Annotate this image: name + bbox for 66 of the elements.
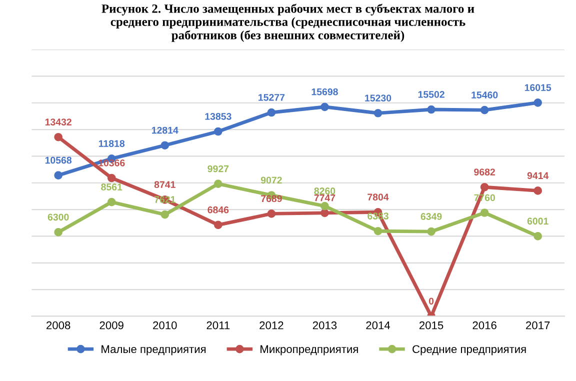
point — [107, 174, 116, 182]
data-label: 15460 — [472, 92, 498, 98]
chart-title: Рисунок 2. Число замещенных рабочих мест в субъектах малого и среднего предпринимательства (среднесписочная численность работников (без внешних совместителей) — [102, 4, 474, 42]
data-label: 0 — [428, 298, 434, 305]
point — [480, 182, 489, 192]
point — [374, 108, 382, 118]
data-label: 7747 — [314, 194, 336, 202]
data-label: 9927 — [208, 165, 229, 172]
data-label: 15277 — [258, 94, 285, 101]
data-label: 6349 — [420, 213, 442, 220]
point — [480, 208, 489, 217]
x-tick-label: 2016 — [472, 321, 496, 330]
data-label: 10366 — [98, 159, 125, 166]
x-tick-label: 2015 — [419, 321, 444, 330]
point — [427, 227, 436, 236]
data-label: 6300 — [48, 214, 69, 221]
data-label: 15230 — [365, 94, 392, 102]
data-label: 13432 — [45, 118, 72, 126]
point — [54, 228, 62, 236]
point — [534, 232, 542, 240]
data-label: 7621 — [154, 196, 176, 203]
data-label: 7804 — [368, 194, 389, 201]
data-label: 9072 — [260, 176, 282, 184]
data-label: 15698 — [312, 88, 338, 96]
data-label: 9682 — [474, 168, 495, 176]
data-label: 8741 — [154, 181, 176, 188]
point — [107, 198, 116, 206]
data-label: 15502 — [418, 90, 444, 98]
data-label: 8260 — [314, 188, 336, 194]
x-tick-label: 2009 — [100, 321, 124, 330]
legend-label: Микропредприятия — [260, 345, 358, 356]
point — [214, 127, 222, 136]
data-label: 10568 — [45, 156, 72, 164]
x-tick-label: 2008 — [46, 321, 70, 330]
x-tick-label: 2012 — [260, 321, 284, 330]
x-tick-label: 2010 — [153, 321, 177, 330]
x-tick-label: 2017 — [526, 321, 550, 330]
point — [320, 208, 329, 218]
data-label: 12814 — [152, 126, 178, 134]
legend-label: Малые предприятия — [102, 345, 206, 356]
data-label: 8561 — [101, 184, 122, 190]
point — [320, 102, 329, 112]
data-label: 16015 — [524, 84, 552, 92]
data-label: 13853 — [205, 112, 232, 120]
point — [534, 98, 542, 107]
point — [320, 202, 329, 210]
point — [374, 226, 382, 236]
point — [427, 105, 436, 114]
point — [214, 180, 222, 188]
point — [267, 108, 276, 117]
x-tick-label: 2014 — [366, 321, 390, 330]
point — [267, 210, 276, 218]
x-tick-label: 2013 — [312, 321, 337, 330]
point — [214, 220, 222, 230]
point — [160, 141, 170, 150]
point — [480, 106, 489, 114]
data-label: 9414 — [527, 172, 549, 180]
data-label: 11818 — [98, 140, 125, 147]
data-label: 6001 — [527, 218, 548, 225]
point — [54, 171, 62, 180]
point — [534, 186, 542, 195]
point — [54, 132, 62, 142]
point — [160, 210, 170, 219]
data-label: 6846 — [208, 206, 229, 214]
legend-label: Средние предприятия — [412, 345, 526, 356]
x-tick-label: 2011 — [206, 321, 230, 330]
